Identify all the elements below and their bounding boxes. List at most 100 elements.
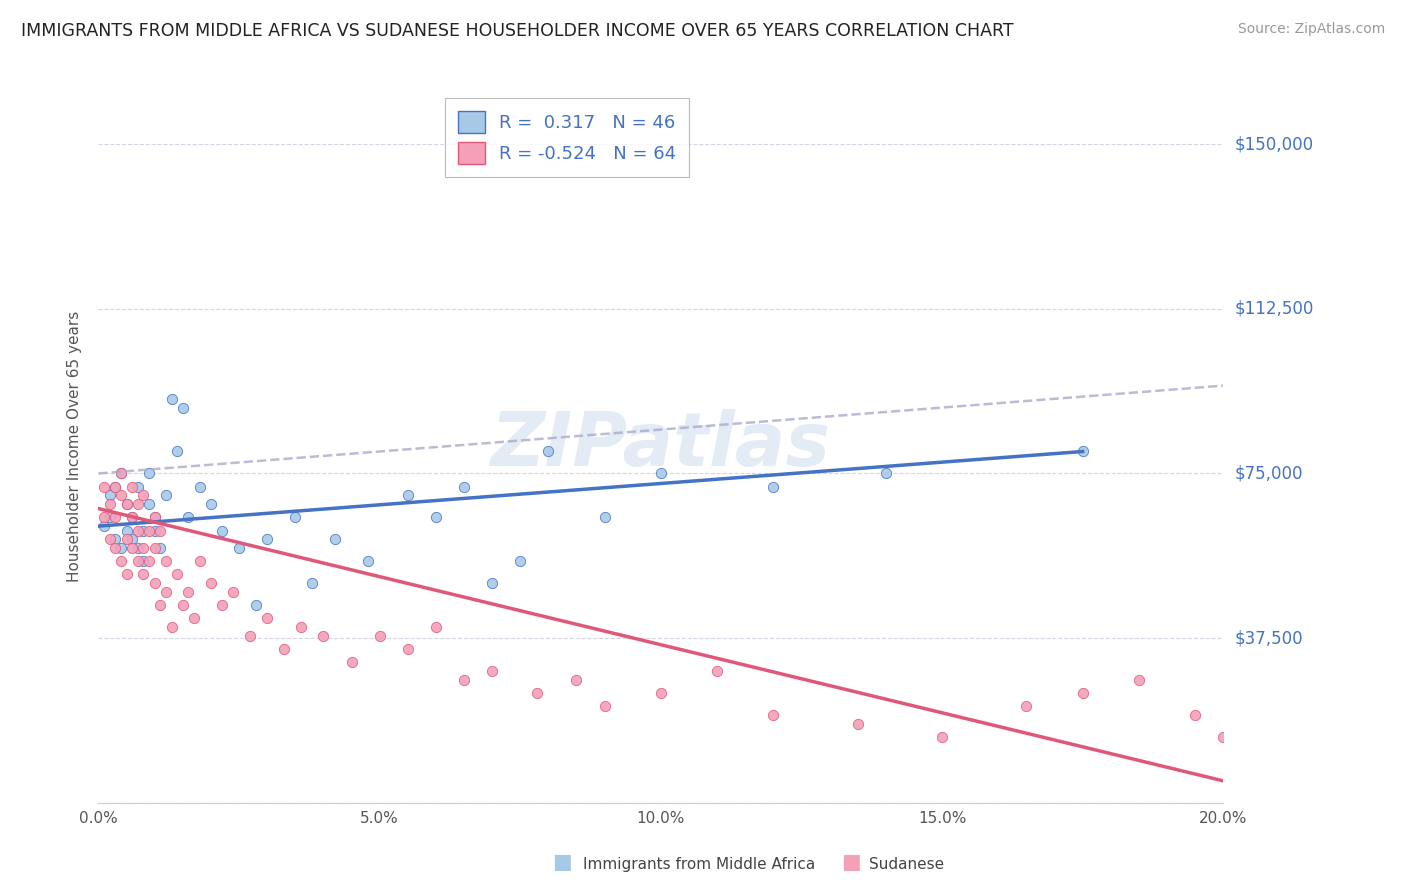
Text: $150,000: $150,000 [1234, 135, 1313, 153]
Point [104, 510, 127, 524]
Point [593, 699, 616, 714]
Point [132, 488, 155, 502]
Point [537, 444, 560, 458]
Point [481, 664, 503, 678]
Point [1128, 673, 1150, 687]
Point [228, 541, 250, 555]
Point [143, 541, 166, 555]
Point [127, 480, 149, 494]
Point [425, 620, 447, 634]
Point [396, 642, 419, 657]
Point [160, 620, 183, 634]
Point [121, 510, 143, 524]
Point [132, 567, 155, 582]
Point [104, 480, 127, 494]
Point [110, 488, 132, 502]
Point [200, 497, 222, 511]
Point [188, 554, 211, 568]
Point [172, 598, 194, 612]
Point [177, 585, 200, 599]
Point [110, 467, 132, 481]
Point [239, 629, 262, 643]
Text: $75,000: $75,000 [1234, 465, 1303, 483]
Point [121, 480, 143, 494]
Text: $37,500: $37,500 [1234, 629, 1303, 647]
Point [762, 480, 785, 494]
Point [110, 554, 132, 568]
Point [166, 567, 188, 582]
Point [132, 524, 155, 538]
Legend: R =  0.317   N = 46, R = -0.524   N = 64: R = 0.317 N = 46, R = -0.524 N = 64 [444, 98, 689, 177]
Point [149, 541, 172, 555]
Point [121, 541, 143, 555]
Point [301, 576, 323, 591]
Text: Sudanese: Sudanese [869, 857, 943, 872]
Point [211, 598, 233, 612]
Point [155, 488, 177, 502]
Point [166, 444, 188, 458]
Point [127, 497, 149, 511]
Point [98, 488, 121, 502]
Point [509, 554, 531, 568]
Point [115, 497, 138, 511]
Point [155, 585, 177, 599]
Point [1015, 699, 1038, 714]
Point [931, 730, 953, 744]
Text: ZIPatlas: ZIPatlas [491, 409, 831, 483]
Point [115, 524, 138, 538]
Point [93, 480, 115, 494]
Point [340, 655, 363, 669]
Point [357, 554, 380, 568]
Point [110, 467, 132, 481]
Point [132, 554, 155, 568]
Point [138, 497, 160, 511]
Point [290, 620, 312, 634]
Text: $112,500: $112,500 [1234, 300, 1313, 318]
Point [115, 497, 138, 511]
Point [98, 533, 121, 547]
Point [143, 524, 166, 538]
Point [211, 524, 233, 538]
Point [143, 510, 166, 524]
Point [138, 524, 160, 538]
Point [273, 642, 295, 657]
Point [121, 510, 143, 524]
Point [115, 533, 138, 547]
Point [160, 392, 183, 406]
Point [1184, 708, 1206, 723]
Point [93, 519, 115, 533]
Point [115, 567, 138, 582]
Point [323, 533, 346, 547]
Point [143, 510, 166, 524]
Point [177, 510, 200, 524]
Text: IMMIGRANTS FROM MIDDLE AFRICA VS SUDANESE HOUSEHOLDER INCOME OVER 65 YEARS CORRE: IMMIGRANTS FROM MIDDLE AFRICA VS SUDANES… [21, 22, 1014, 40]
Point [453, 480, 475, 494]
Point [565, 673, 588, 687]
Point [98, 510, 121, 524]
Point [526, 686, 548, 700]
Point [104, 541, 127, 555]
Point [110, 541, 132, 555]
Point [138, 467, 160, 481]
Point [183, 611, 205, 625]
Text: Immigrants from Middle Africa: Immigrants from Middle Africa [583, 857, 815, 872]
Point [368, 629, 391, 643]
Y-axis label: Householder Income Over 65 years: Householder Income Over 65 years [67, 310, 83, 582]
Point [846, 716, 869, 731]
Point [256, 533, 278, 547]
Point [593, 510, 616, 524]
Point [98, 497, 121, 511]
Point [172, 401, 194, 415]
Point [155, 554, 177, 568]
Point [396, 488, 419, 502]
Point [875, 467, 897, 481]
Point [650, 686, 672, 700]
Point [284, 510, 307, 524]
Point [256, 611, 278, 625]
Point [650, 467, 672, 481]
Point [104, 533, 127, 547]
Point [127, 541, 149, 555]
Point [132, 541, 155, 555]
Point [149, 524, 172, 538]
Point [222, 585, 245, 599]
